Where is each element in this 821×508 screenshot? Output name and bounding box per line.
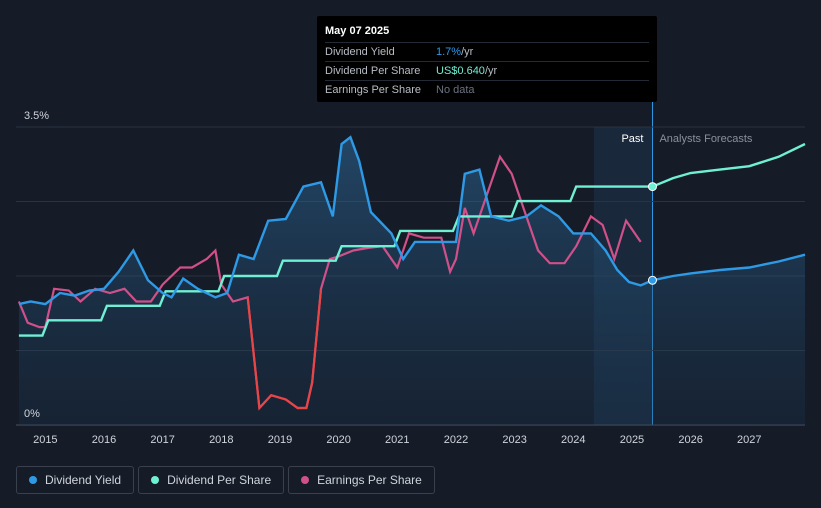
tooltip-label: Dividend Per Share [325,65,421,77]
tooltip-suffix: /yr [461,46,474,58]
x-tick-label: 2020 [326,434,350,446]
legend: Dividend Yield Dividend Per Share Earnin… [16,466,435,494]
x-tick-label: 2027 [737,434,761,446]
x-tick-label: 2021 [385,434,409,446]
x-tick-label: 2018 [209,434,233,446]
tooltip-value: US$0.640 [436,65,485,77]
tooltip-row-earnings-per-share: Earnings Per Share No data [325,80,649,99]
tooltip-label: Dividend Yield [325,46,395,58]
legend-label: Dividend Yield [45,473,122,487]
legend-dot-icon [29,476,37,484]
past-label: Past [621,133,643,145]
x-tick-label: 2016 [92,434,116,446]
tooltip-date: May 07 2025 [325,25,390,37]
analysts-forecasts-label: Analysts Forecasts [659,133,752,145]
tooltip-label: Earnings Per Share [325,84,421,96]
tooltip-suffix: /yr [484,65,498,77]
x-tick-label: 2026 [678,434,702,446]
tooltip-row-dividend-per-share: Dividend Per Share US$0.640 /yr [325,61,649,80]
legend-dividend-yield[interactable]: Dividend Yield [16,466,135,494]
x-axis: 2015 2016 2017 2018 2019 2020 2021 2022 2023 2024… [33,434,761,446]
x-tick-label: 2015 [33,434,57,446]
x-tick-label: 2024 [561,434,585,446]
y-tick-label: 0% [24,408,40,420]
y-tick-label: 3.5% [24,110,49,122]
legend-label: Dividend Per Share [167,473,272,487]
x-tick-label: 2023 [502,434,526,446]
legend-dot-icon [301,476,310,484]
tooltip-value: 1.7% [436,46,462,58]
x-tick-label: 2019 [268,434,292,446]
legend-label: Earnings Per Share [317,473,422,487]
tooltip-row-dividend-yield: Dividend Yield 1.7% /yr [325,42,649,61]
legend-earnings-per-share[interactable]: Earnings Per Share [288,466,435,494]
dividend-per-share-marker [647,182,657,192]
tooltip-value: No data [436,84,475,96]
dividend-yield-marker [647,275,657,285]
earnings-per-share-low-segment [246,288,323,411]
x-tick-label: 2025 [620,434,644,446]
x-tick-label: 2017 [150,434,174,446]
legend-dot-icon [151,476,160,484]
dividend-yield-area [18,137,805,425]
legend-dividend-per-share[interactable]: Dividend Per Share [138,466,285,494]
dividend-yield-line [18,135,806,306]
y-axis: 0% 3.5% [24,110,49,420]
tooltip: May 07 2025 Dividend Yield 1.7% /yr Divi… [317,16,657,102]
earnings-per-share-line [17,154,642,411]
dividend-per-share-line [18,142,806,337]
x-tick-label: 2022 [444,434,468,446]
